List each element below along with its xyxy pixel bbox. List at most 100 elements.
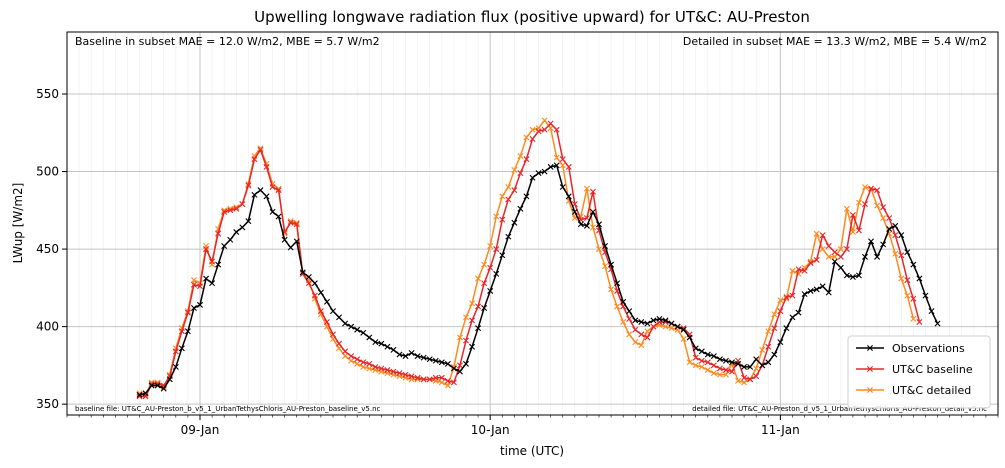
data-point <box>807 287 814 294</box>
annotation-bottom-left: baseline file: UT&C_AU-Preston_b_v5_1_Ur… <box>75 405 381 413</box>
data-point <box>638 331 645 338</box>
data-point <box>934 320 941 327</box>
data-point <box>583 215 590 222</box>
data-point <box>626 331 633 338</box>
data-point <box>735 360 742 367</box>
data-point <box>372 339 379 346</box>
data-point <box>735 377 742 384</box>
data-point <box>348 357 355 364</box>
data-point <box>862 201 868 208</box>
data-point <box>789 292 796 299</box>
data-point <box>559 184 566 191</box>
data-point <box>450 379 457 386</box>
data-point <box>589 208 596 215</box>
data-point <box>378 340 385 347</box>
data-point <box>426 356 433 363</box>
data-point <box>227 236 234 243</box>
data-point <box>862 184 868 191</box>
data-point <box>674 323 681 330</box>
data-point <box>203 246 210 253</box>
data-point <box>547 125 554 132</box>
data-point <box>221 242 228 249</box>
data-point <box>499 193 506 200</box>
data-point <box>414 353 421 360</box>
annotation-top-left: Baseline in subset MAE = 12.0 W/m2, MBE … <box>75 35 380 48</box>
data-point <box>638 318 645 325</box>
data-point <box>456 362 463 369</box>
data-point <box>366 334 373 341</box>
data-point <box>529 174 536 181</box>
data-point <box>710 370 717 377</box>
data-point <box>499 252 506 259</box>
data-point <box>583 222 590 229</box>
data-point <box>801 291 808 298</box>
data-point <box>922 292 929 299</box>
data-point <box>831 253 838 260</box>
data-point <box>535 170 542 177</box>
data-point <box>239 224 246 231</box>
data-point <box>722 367 729 374</box>
data-point <box>831 258 838 265</box>
data-point <box>771 351 778 358</box>
series-layer <box>136 117 941 400</box>
data-point <box>432 374 439 381</box>
data-point <box>523 193 530 200</box>
data-point <box>481 280 488 287</box>
data-point <box>892 232 899 239</box>
data-point <box>402 353 409 360</box>
data-point <box>753 373 760 380</box>
data-point <box>614 303 621 310</box>
data-point <box>620 318 627 325</box>
data-point <box>190 281 197 288</box>
data-point <box>892 222 899 229</box>
axes: 09-Jan 10-Jan 11-Jan 350 400 450 500 550 <box>36 87 999 437</box>
data-point <box>336 314 343 321</box>
data-point <box>862 253 868 260</box>
data-point <box>620 298 627 305</box>
y-tick-label: 500 <box>36 165 59 179</box>
chart-title: Upwelling longwave radiation flux (posit… <box>254 8 810 26</box>
data-point <box>729 368 735 375</box>
data-point <box>553 154 560 161</box>
data-point <box>650 323 657 330</box>
data-point <box>765 343 772 350</box>
data-point <box>813 286 820 293</box>
data-point <box>825 253 832 260</box>
data-point <box>741 363 748 370</box>
data-point <box>668 320 675 327</box>
annotation-top-right: Detailed in subset MAE = 13.3 W/m2, MBE … <box>683 35 987 48</box>
data-point <box>215 261 222 268</box>
data-point <box>444 382 451 389</box>
data-point <box>190 277 197 284</box>
data-point <box>178 328 185 335</box>
x-tick-label: 11-Jan <box>761 423 800 437</box>
data-point <box>330 331 336 338</box>
data-point <box>874 187 881 194</box>
data-point <box>438 379 445 386</box>
data-point <box>384 367 391 374</box>
data-point <box>390 368 397 375</box>
data-point <box>704 359 711 366</box>
data-point <box>710 362 717 369</box>
data-point <box>771 325 778 332</box>
data-point <box>233 205 240 212</box>
data-point <box>233 229 240 236</box>
data-point <box>257 146 264 153</box>
data-point <box>469 343 476 350</box>
data-point <box>559 156 566 163</box>
data-point <box>148 382 155 389</box>
data-point <box>227 207 234 214</box>
data-point <box>348 323 355 330</box>
data-point <box>541 117 548 124</box>
data-point <box>904 277 911 284</box>
series-line <box>139 122 921 398</box>
data-point <box>136 391 143 398</box>
data-point <box>360 359 367 366</box>
data-point <box>596 246 602 253</box>
data-point <box>511 167 518 173</box>
data-point <box>203 275 210 282</box>
data-point <box>602 242 609 249</box>
data-point <box>184 309 191 316</box>
data-point <box>517 205 524 212</box>
